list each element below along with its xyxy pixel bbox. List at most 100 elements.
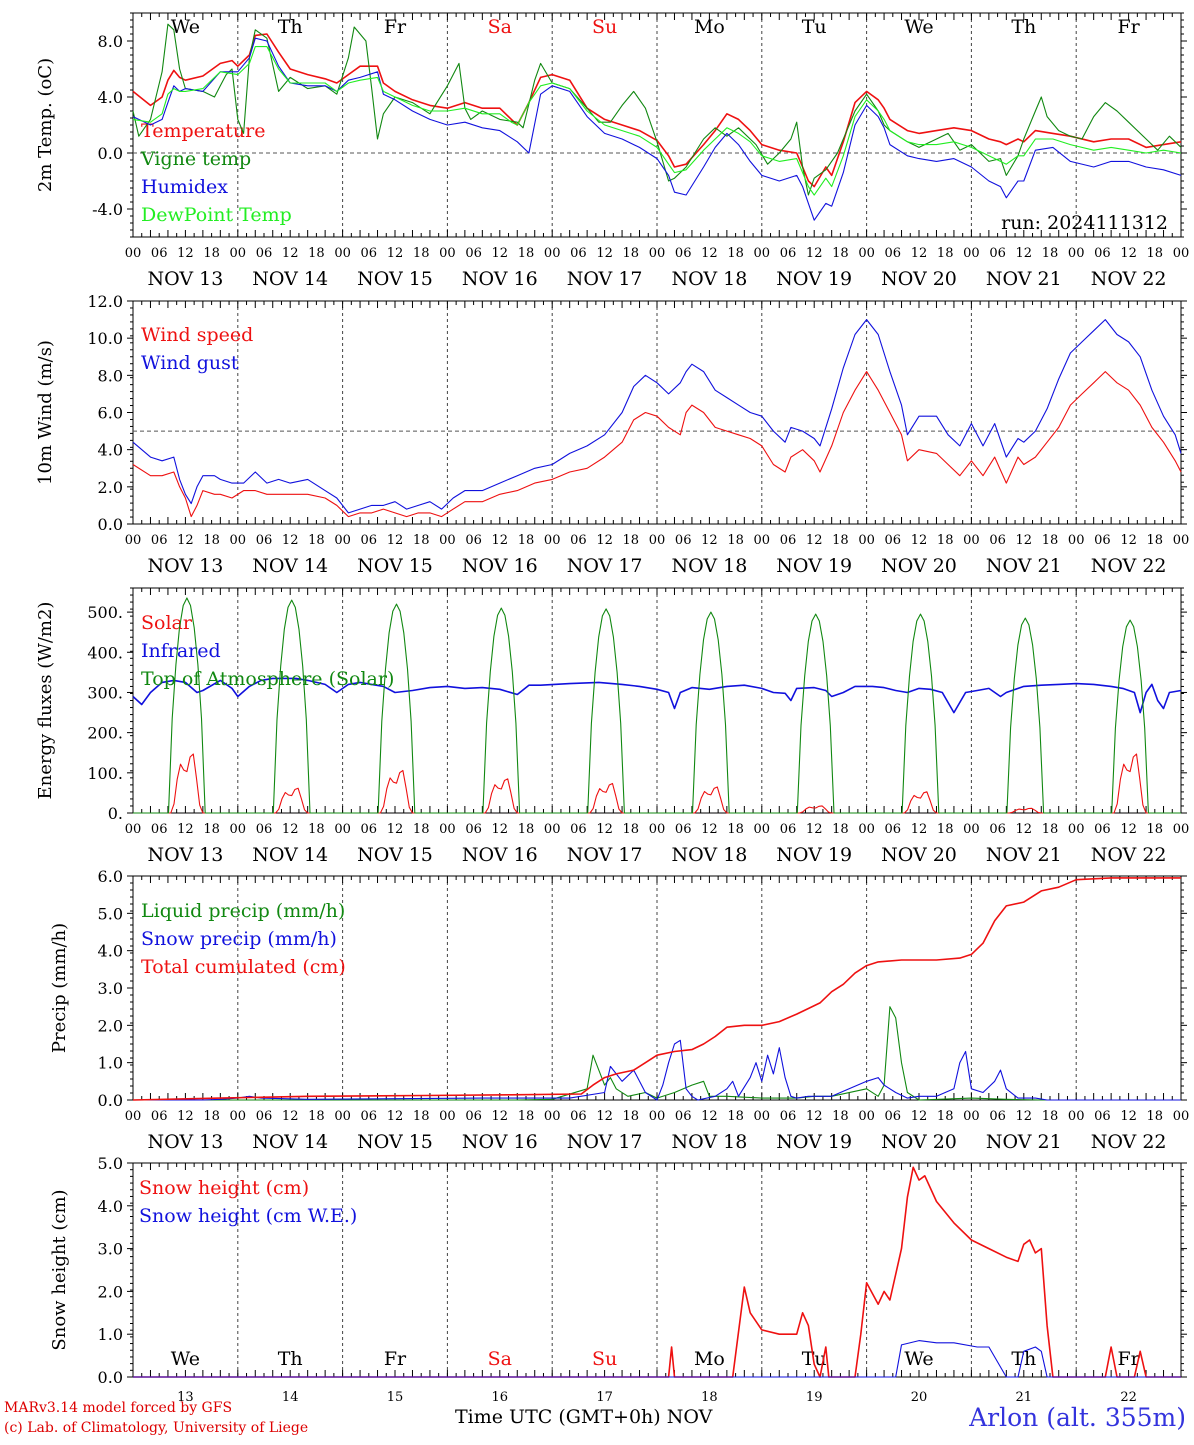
day-name-bottom: Fr [384,1348,407,1370]
x-hour-label: 06 [465,533,482,548]
y-tick-label: 200. [87,724,123,743]
y-tick-label: 2.0 [98,1016,123,1035]
time-utc-label: Time UTC (GMT+0h) [455,1406,661,1428]
x-date-label: NOV 16 [462,844,538,866]
x-hour-label: 18 [413,1109,430,1124]
day-name-top: We [171,16,200,38]
x-day-number: 20 [911,1390,928,1405]
x-hour-label: 18 [623,822,640,837]
x-hour-label: 18 [308,822,325,837]
x-hour-label: 18 [308,246,325,261]
x-hour-label: 18 [203,533,220,548]
x-hour-label: 12 [387,533,404,548]
x-hour-label-end: 00 [1173,246,1190,261]
y-tick-label: 2.0 [98,478,123,497]
day-name-bottom: We [904,1348,933,1370]
y-axis-label: 2m Temp. (oC) [35,58,56,192]
y-tick-label: 4.0 [98,88,123,107]
series-line-red [133,1166,1181,1378]
y-tick-label: 12.0 [87,292,123,311]
x-hour-label: 06 [570,533,587,548]
x-date-label: NOV 13 [147,844,223,866]
x-hour-label-end: 00 [1173,822,1190,837]
x-hour-label: 06 [675,533,692,548]
x-hour-label: 06 [989,533,1006,548]
x-hour-label: 18 [832,246,849,261]
x-hour-label: 18 [1147,533,1164,548]
day-name-bottom: We [171,1348,200,1370]
y-axis-label: Energy fluxes (W/m2) [35,602,56,800]
x-hour-label: 06 [570,822,587,837]
y-tick-label: 6.0 [98,404,123,423]
y-tick-label: 1.0 [98,1325,123,1344]
x-hour-label: 12 [1120,1109,1137,1124]
x-hour-label: 00 [439,246,456,261]
x-hour-label: 06 [1094,822,1111,837]
x-hour-label: 06 [885,1109,902,1124]
x-hour-label: 06 [256,533,273,548]
x-hour-label: 12 [1016,246,1033,261]
x-hour-label: 18 [1147,1109,1164,1124]
footer-credit: (c) Lab. of Climatology, University of L… [4,1420,309,1436]
x-hour-label: 00 [754,1109,771,1124]
x-day-number: 14 [282,1390,299,1405]
x-hour-label-end: 00 [1173,533,1190,548]
x-hour-label: 12 [1120,246,1137,261]
legend-entry: Vigne temp [140,148,251,170]
x-hour-label: 18 [1147,822,1164,837]
x-hour-label: 18 [203,822,220,837]
x-hour-label: 18 [1042,1109,1059,1124]
x-hour-label: 12 [492,822,509,837]
x-hour-label: 12 [806,533,823,548]
x-date-label: NOV 18 [671,555,747,577]
x-hour-label: 06 [151,246,168,261]
legend-entry: Total cumulated (cm) [141,956,346,978]
x-hour-label: 12 [387,1109,404,1124]
y-tick-label: -4.0 [92,200,123,219]
x-day-number: 17 [596,1390,613,1405]
x-date-label: NOV 19 [776,268,852,290]
day-name-bottom: Th [1011,1348,1036,1370]
x-hour-label: 18 [727,533,744,548]
y-tick-label: 5.0 [98,1154,123,1173]
x-hour-label: 18 [623,246,640,261]
x-hour-label: 12 [387,822,404,837]
series-line-darkgreen [133,1006,1181,1101]
x-hour-label: 00 [334,246,351,261]
x-hour-label: 12 [177,533,194,548]
x-hour-label: 00 [649,246,666,261]
x-hour-label: 00 [439,533,456,548]
x-hour-label: 18 [1042,533,1059,548]
x-hour-label: 06 [361,246,378,261]
x-hour-label: 06 [885,533,902,548]
y-tick-label: 4.0 [98,441,123,460]
x-hour-label: 18 [308,533,325,548]
day-name-top: Th [1011,16,1036,38]
x-hour-label: 06 [256,246,273,261]
series-line-blue [132,319,1182,514]
x-hour-label: 18 [727,246,744,261]
x-date-label: NOV 19 [776,555,852,577]
x-date-label: NOV 21 [986,268,1062,290]
y-tick-label: 400. [87,643,123,662]
x-hour-label: 06 [675,822,692,837]
x-hour-label: 06 [256,822,273,837]
x-hour-label: 06 [361,1109,378,1124]
x-hour-label: 12 [1120,533,1137,548]
y-tick-label: 1.0 [98,1054,123,1073]
x-hour-label: 06 [989,246,1006,261]
y-tick-label: 0.0 [98,1091,123,1110]
x-day-number: 21 [1016,1390,1033,1405]
x-hour-label: 12 [701,822,718,837]
x-hour-label: 00 [230,822,247,837]
x-hour-label: 00 [858,822,875,837]
y-tick-label: 10.0 [87,329,123,348]
day-name-top: Mo [694,16,725,38]
legend-entry: Temperature [141,120,265,142]
x-date-label: NOV 13 [147,268,223,290]
x-date-label: NOV 17 [567,1131,643,1153]
x-hour-label: 06 [989,1109,1006,1124]
x-hour-label: 18 [1042,822,1059,837]
x-hour-label: 00 [544,246,561,261]
